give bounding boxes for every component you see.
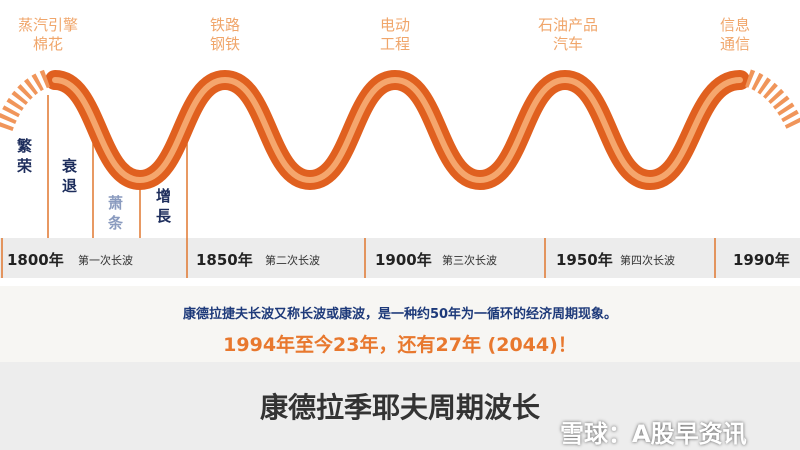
era-label: 信息	[719, 16, 751, 34]
year-label: 1900年	[375, 251, 432, 269]
phase-label: 繁荣	[17, 137, 33, 175]
caption-band	[0, 286, 800, 362]
caption-note: 1994年至今23年，还有27年 (2044)！	[223, 334, 577, 356]
era-label: 汽车	[552, 35, 584, 53]
timeline-ticks	[1, 238, 716, 278]
era-label: 铁路	[209, 16, 241, 34]
era-label: 电动	[379, 16, 411, 34]
wave-label: 第一次长波	[78, 254, 133, 267]
wave-tail	[744, 69, 800, 132]
wave-highlight	[52, 76, 743, 184]
year-label: 1950年	[556, 251, 613, 269]
era-label: 通信	[719, 35, 751, 53]
year-label: 1800年	[7, 251, 64, 269]
phase-label: 萧条	[108, 194, 124, 232]
year-label: 1850年	[196, 251, 253, 269]
wave-label: 第三次长波	[442, 254, 497, 267]
era-label: 工程	[379, 35, 411, 53]
era-label: 钢铁	[209, 35, 241, 53]
watermark: 雪球：A股早资讯	[560, 420, 747, 448]
era-label: 石油产品	[537, 16, 599, 34]
year-label: 1990年	[733, 251, 790, 269]
era-label: 棉花	[32, 35, 64, 53]
phase-label: 衰退	[62, 157, 78, 195]
wave-label: 第四次长波	[620, 254, 675, 267]
era-label: 蒸汽引擎	[17, 16, 79, 34]
wave-label: 第二次长波	[265, 254, 320, 267]
slide-title: 康德拉季耶夫周期波长	[259, 391, 541, 424]
phase-label: 增長	[156, 187, 172, 225]
caption-definition: 康德拉捷夫长波又称长波或康波，是一种约50年为一循环的经济周期现象。	[182, 307, 618, 322]
timeline-band	[0, 238, 800, 278]
